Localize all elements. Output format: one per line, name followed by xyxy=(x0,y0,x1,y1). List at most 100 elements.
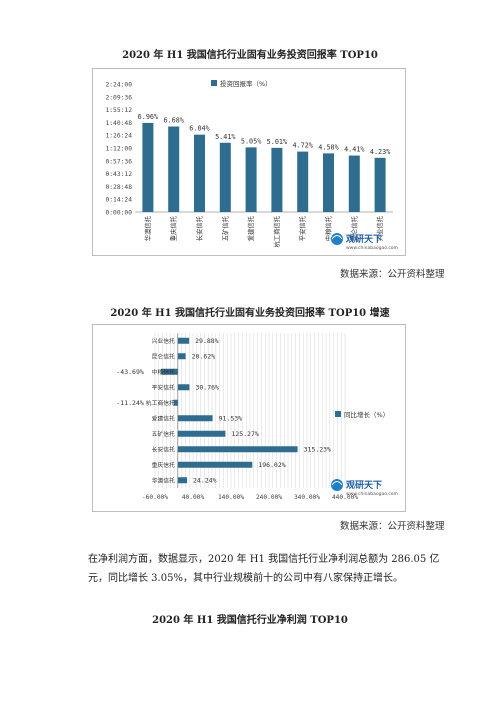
bar xyxy=(323,153,334,212)
x-tick-label: 杭工商信托 xyxy=(272,215,281,247)
chart2-source: 数据来源：公开资料整理 xyxy=(340,521,445,532)
x-tick-label: 240.00% xyxy=(256,494,282,501)
bar-value-label: 5.01% xyxy=(267,138,287,146)
y-tick-label: 1:12:00 xyxy=(105,146,132,153)
x-tick-label: -60.00% xyxy=(142,494,168,501)
bar xyxy=(161,368,178,375)
bar xyxy=(177,446,298,453)
bar xyxy=(173,399,178,406)
bar xyxy=(168,126,180,212)
x-tick-label: 中粮信托 xyxy=(324,215,333,241)
bar-value-label: 91.53% xyxy=(219,415,243,423)
x-tick-label: 昆仑信托 xyxy=(349,215,358,241)
bar xyxy=(177,477,188,484)
bar-value-label: 4.72% xyxy=(292,142,312,150)
x-tick-label: 爱建信托 xyxy=(246,215,255,241)
legend-swatch xyxy=(335,411,341,417)
logo-url: www.chinabaogao.com xyxy=(346,491,398,497)
x-tick-label: 平安信托 xyxy=(298,215,307,241)
legend-label: 同比增长（%） xyxy=(344,410,389,419)
bar xyxy=(177,384,190,391)
investment-return-bar-chart: 0:00:00 0:14:24 0:28:48 0:43:12 0:57:36 1:12:… xyxy=(105,79,398,251)
bar-value-label: 6.96% xyxy=(138,113,158,121)
bar-value-label: 315.23% xyxy=(304,446,331,454)
bar xyxy=(177,430,226,437)
bar-value-label: 30.76% xyxy=(195,384,219,392)
y-tick-label: 1:26:24 xyxy=(105,133,132,140)
bar-value-label: 29.88% xyxy=(195,337,219,345)
legend-swatch xyxy=(211,80,217,86)
logo-globe-icon xyxy=(331,479,343,491)
bar-value-label: 24.24% xyxy=(193,477,217,485)
bar xyxy=(219,142,231,212)
y-tick-label: 0:43:12 xyxy=(105,171,132,178)
growth-rate-bar-chart: -60.00% 40.00% 140.00% 240.00% 340.00% 440.00… xyxy=(116,333,398,501)
logo-text: 观研天下 xyxy=(346,480,382,491)
y-tick-label: 0:00:00 xyxy=(105,210,132,217)
chart2-title: 2020 年 H1 我国信托行业固有业务投资回报率 TOP10 增速 xyxy=(110,308,390,319)
bar-value-label: 20.62% xyxy=(192,353,216,361)
legend-label: 投资回报率（%） xyxy=(220,79,272,88)
x-tick-label: 华澳信托 xyxy=(143,215,152,241)
bar-value-label: 4.58% xyxy=(318,143,338,151)
bar xyxy=(348,155,360,212)
chart1-frame: 0:00:00 0:14:24 0:28:48 0:43:12 0:57:36 1:12:… xyxy=(92,68,406,256)
logo-url: www.chinabaogao.com xyxy=(346,245,398,251)
bar xyxy=(177,461,253,468)
logo-globe-icon xyxy=(331,233,343,245)
y-tick-label: 昆仑信托 xyxy=(152,352,175,360)
y-tick-label: 平安信托 xyxy=(152,383,175,391)
y-tick-label: 中粮信托 xyxy=(152,368,175,376)
y-tick-label: 1:55:12 xyxy=(105,107,132,114)
y-tick-label: 1:40:48 xyxy=(105,120,132,127)
y-tick-label: 0:57:36 xyxy=(105,158,132,165)
bar-value-label: 4.41% xyxy=(344,146,364,154)
chart1-title: 2020 年 H1 我国信托行业固有业务投资回报率 TOP10 xyxy=(122,50,378,61)
y-tick-label: 0:14:24 xyxy=(105,197,132,204)
y-tick-label: 2:24:00 xyxy=(105,82,132,89)
bar-value-label: 6.68% xyxy=(163,116,183,124)
y-tick-label: 0:28:48 xyxy=(105,184,132,191)
bar-value-label: -11.24% xyxy=(116,399,143,407)
bar-value-label: 6.04% xyxy=(189,125,209,133)
y-tick-label: 五矿信托 xyxy=(152,430,175,438)
bar xyxy=(271,147,283,212)
y-tick-label: 杭工商信托 xyxy=(146,399,175,407)
logo-text: 观研天下 xyxy=(346,234,382,245)
bar-value-label: -43.69% xyxy=(116,368,143,376)
bar-value-label: 125.27% xyxy=(231,430,258,438)
bar xyxy=(177,353,186,360)
bar-value-label: 4.23% xyxy=(370,148,390,156)
bar-value-label: 5.41% xyxy=(215,133,235,141)
bar xyxy=(194,134,205,212)
bar xyxy=(374,157,386,212)
x-tick-label: 440.00% xyxy=(332,494,358,501)
x-tick-label: 长安信托 xyxy=(195,215,204,241)
x-tick-label: 40.00% xyxy=(182,494,205,501)
y-tick-label: 重庆信托 xyxy=(152,461,175,469)
bar-value-label: 196.02% xyxy=(258,461,285,469)
y-tick-label: 爱建信托 xyxy=(152,414,175,422)
x-tick-label: 140.00% xyxy=(218,494,244,501)
chart1-source: 数据来源：公开资料整理 xyxy=(340,269,445,280)
x-tick-label: 五矿信托 xyxy=(220,215,229,241)
y-tick-label: 兴业信托 xyxy=(152,337,175,345)
bar xyxy=(177,337,190,344)
y-tick-label: 长安信托 xyxy=(152,445,175,453)
chart2-frame: -60.00% 40.00% 140.00% 240.00% 340.00% 440.00… xyxy=(92,324,406,512)
bar xyxy=(245,147,257,212)
logo-swoosh-icon xyxy=(331,235,343,240)
x-tick-label: 重庆信托 xyxy=(169,215,178,241)
bar xyxy=(142,122,154,212)
y-tick-label: 华澳信托 xyxy=(152,476,175,484)
x-tick-label: 兴业信托 xyxy=(375,215,384,241)
bar-value-label: 5.05% xyxy=(241,137,261,145)
chart3-title: 2020 年 H1 我国信托行业净利润 TOP10 xyxy=(152,615,348,626)
x-tick-label: 340.00% xyxy=(294,494,320,501)
logo-swoosh-icon xyxy=(331,481,343,486)
net-profit-paragraph: 在净利润方面，数据显示，2020 年 H1 我国信托行业净利润总额为 286.0… xyxy=(88,554,440,584)
y-tick-label: 2:09:36 xyxy=(105,94,132,101)
bar xyxy=(177,415,213,422)
